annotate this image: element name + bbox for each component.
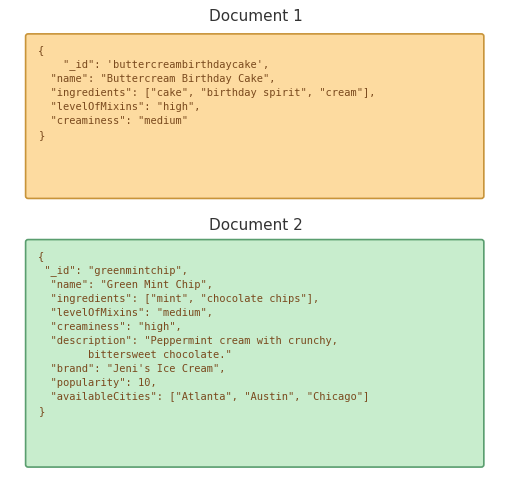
Text: {
 "_id": "greenmintchip",
  "name": "Green Mint Chip",
  "ingredients": ["mint": { "_id": "greenmintchip", "name": "Green… [38, 251, 370, 416]
FancyBboxPatch shape [26, 34, 484, 198]
Text: Document 2: Document 2 [209, 218, 303, 232]
Text: {
    "_id": 'buttercreambirthdaycake',
  "name": "Buttercream Birthday Cake",
 : { "_id": 'buttercreambirthdaycake', "nam… [38, 45, 376, 140]
Text: Document 1: Document 1 [209, 10, 303, 24]
FancyBboxPatch shape [26, 240, 484, 467]
